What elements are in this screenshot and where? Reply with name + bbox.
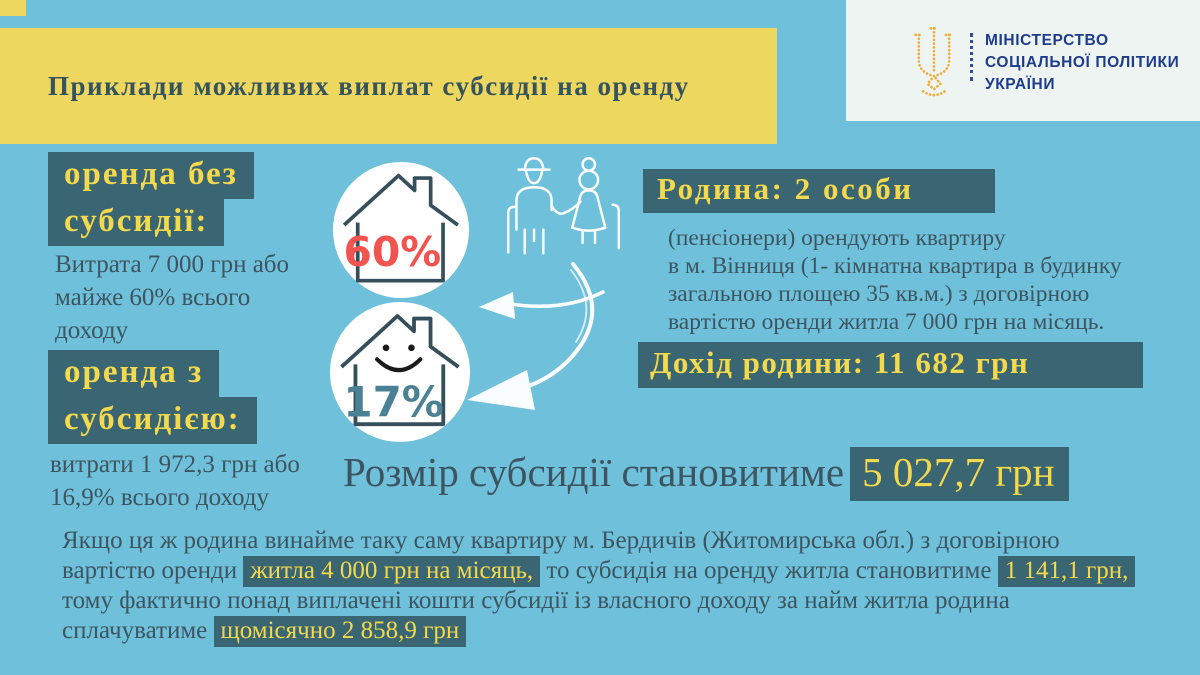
family-description: (пенсіонери) орендують квартиру в м. Він… <box>668 225 1122 335</box>
family-heading: Родина: 2 особи <box>657 171 914 206</box>
family-income: Дохід родини: 11 682 грн <box>650 345 1030 380</box>
ministry-logo-box: МІНІСТЕРСТВО СОЦІАЛЬНОЇ ПОЛІТИКИ УКРАЇНИ <box>846 0 1200 121</box>
curved-arrows <box>467 262 605 410</box>
corner-accent <box>0 0 26 16</box>
subsidy-result-line: Розмір субсидії становитиме 5 027,7 грн <box>343 447 1069 501</box>
house-60-icon: 60% <box>342 173 459 283</box>
pct-without-subsidy: 60% <box>344 228 442 276</box>
subsidy-amount: 5 027,7 грн <box>850 447 1069 501</box>
smiley-face <box>375 344 423 373</box>
paragraph-text: то субсидія на оренду житла становитиме <box>540 557 998 584</box>
with-subsidy-text: витрати 1 972,3 грн або 16,9% всього дох… <box>50 451 300 511</box>
house-with-subsidy-badge: 17% <box>330 302 470 442</box>
no-subsidy-heading: оренда без субсидії: <box>48 152 254 246</box>
with-subsidy-heading-line2: субсидією: <box>48 397 257 444</box>
no-subsidy-heading-line2: субсидії: <box>48 199 225 246</box>
family-income-box: Дохід родини: 11 682 грн <box>638 342 1143 388</box>
with-subsidy-heading-line1: оренда з <box>48 350 220 397</box>
highlighted-amount: щомісячно 2 858,9 грн <box>213 616 467 647</box>
small-arrowhead <box>479 292 515 319</box>
title-banner: Приклади можливих виплат субсидії на оре… <box>0 28 777 144</box>
big-arrowhead <box>467 370 535 410</box>
elderly-couple-icon <box>506 157 621 255</box>
page-title: Приклади можливих виплат субсидії на оре… <box>48 70 690 101</box>
with-subsidy-heading: оренда з субсидією: <box>48 350 257 444</box>
house-17-icon: 17% <box>340 314 460 427</box>
family-heading-box: Родина: 2 особи <box>643 169 995 213</box>
highlighted-amount: житла 4 000 грн на місяць, <box>243 556 541 587</box>
pct-with-subsidy: 17% <box>343 378 444 427</box>
highlighted-amount: 1 141,1 грн, <box>997 556 1136 587</box>
logo-separator <box>970 33 973 81</box>
subsidy-label: Розмір субсидії становитиме <box>343 449 845 495</box>
no-subsidy-heading-line1: оренда без <box>48 152 254 199</box>
no-subsidy-text: Витрата 7 000 грн або майже 60% всього д… <box>55 251 290 344</box>
paragraph-text: тому фактично понад виплачені кошти субс… <box>62 587 1010 644</box>
paragraph-text: Якщо ця ж родина винайме таку саму кварт… <box>62 527 1060 584</box>
trident-icon <box>914 27 954 97</box>
house-without-subsidy-badge: 60% <box>333 162 469 298</box>
ministry-name: МІНІСТЕРСТВО СОЦІАЛЬНОЇ ПОЛІТИКИ УКРАЇНИ <box>985 32 1180 93</box>
berdychiv-example-paragraph: Якщо ця ж родина винайме таку саму кварт… <box>62 526 1152 647</box>
